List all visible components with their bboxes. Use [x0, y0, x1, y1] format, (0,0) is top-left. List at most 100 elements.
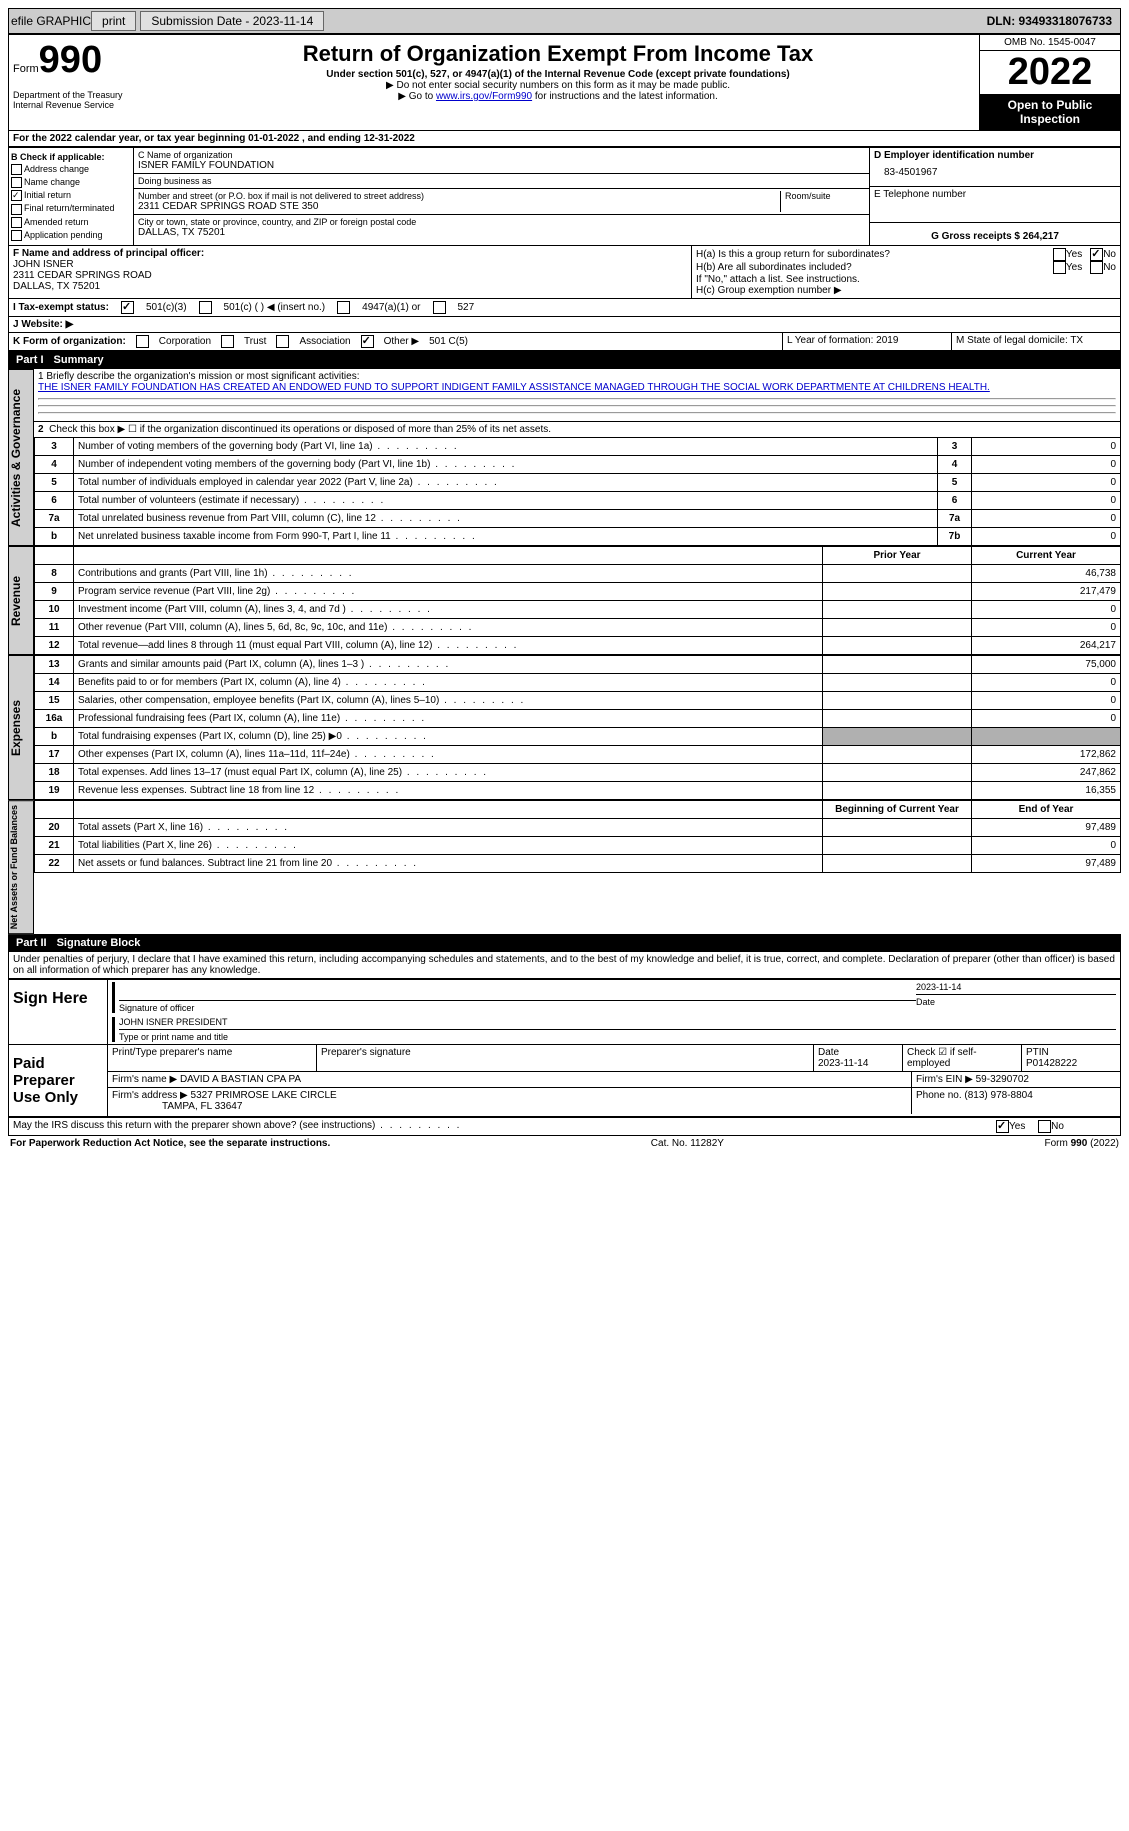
header-title-block: Return of Organization Exempt From Incom…: [137, 35, 979, 130]
sig-name: JOHN ISNER PRESIDENT: [119, 1017, 1116, 1027]
assoc-check[interactable]: [276, 335, 289, 348]
other-check[interactable]: [361, 335, 374, 348]
summary-revenue: Revenue Prior YearCurrent Year 8Contribu…: [8, 546, 1121, 655]
city-label: City or town, state or province, country…: [138, 217, 865, 227]
table-row: 20Total assets (Part X, line 16)97,489: [35, 818, 1121, 836]
end-year-header: End of Year: [972, 800, 1121, 818]
table-row: bNet unrelated business taxable income f…: [35, 527, 1121, 545]
check-amended-label: Amended return: [24, 217, 89, 227]
ha-no: No: [1103, 249, 1116, 260]
side-netassets: Net Assets or Fund Balances: [8, 800, 34, 934]
501c3-label: 501(c)(3): [146, 302, 187, 313]
sig-date-label: Date: [916, 997, 935, 1007]
check-pending-label: Application pending: [24, 230, 103, 240]
hb-yes: Yes: [1066, 262, 1082, 273]
hb-no-check[interactable]: [1090, 261, 1103, 274]
table-row: 14Benefits paid to or for members (Part …: [35, 673, 1121, 691]
hb-yes-check[interactable]: [1053, 261, 1066, 274]
ha-no-check[interactable]: [1090, 248, 1103, 261]
phone-label: Phone no.: [916, 1090, 962, 1101]
4947-check[interactable]: [337, 301, 350, 314]
501c3-check[interactable]: [121, 301, 134, 314]
part2-label: Part II: [16, 937, 47, 949]
form-number: 990: [39, 39, 102, 81]
mission-label: 1 Briefly describe the organization's mi…: [38, 371, 1116, 382]
part1-label: Part I: [16, 354, 44, 366]
section-d: D Employer identification number 83-4501…: [869, 148, 1120, 245]
501c-label: 501(c) ( ) ◀ (insert no.): [224, 302, 326, 313]
footer-left: For Paperwork Reduction Act Notice, see …: [10, 1138, 330, 1149]
mission-text: THE ISNER FAMILY FOUNDATION HAS CREATED …: [38, 382, 1116, 393]
table-row: 7aTotal unrelated business revenue from …: [35, 509, 1121, 527]
ha-label: H(a) Is this a group return for subordin…: [696, 249, 1053, 260]
table-row: bTotal fundraising expenses (Part IX, co…: [35, 727, 1121, 745]
net-table: Beginning of Current YearEnd of Year 20T…: [34, 800, 1121, 873]
form-org-label: K Form of organization:: [13, 336, 126, 347]
ptin-value: P01428222: [1026, 1058, 1077, 1069]
corp-check[interactable]: [136, 335, 149, 348]
declaration-text: Under penalties of perjury, I declare th…: [8, 952, 1121, 979]
trust-check[interactable]: [221, 335, 234, 348]
room-label: Room/suite: [780, 191, 865, 212]
firm-addr1: 5327 PRIMROSE LAKE CIRCLE: [191, 1090, 337, 1101]
section-c: C Name of organization ISNER FAMILY FOUN…: [134, 148, 869, 245]
print-button[interactable]: print: [91, 11, 136, 31]
check-final[interactable]: Final return/terminated: [11, 203, 131, 214]
discuss-yes-check[interactable]: [996, 1120, 1009, 1133]
section-h: H(a) Is this a group return for subordin…: [691, 246, 1120, 298]
addr-row: Number and street (or P.O. box if mail i…: [134, 189, 869, 215]
gross-row: G Gross receipts $ 264,217: [870, 223, 1120, 244]
officer-label: F Name and address of principal officer:: [13, 248, 687, 259]
firm-ein-label: Firm's EIN ▶: [916, 1074, 973, 1085]
discuss-no-check[interactable]: [1038, 1120, 1051, 1133]
part2-header: Part II Signature Block: [8, 934, 1121, 952]
527-check[interactable]: [433, 301, 446, 314]
corp-label: Corporation: [159, 336, 211, 347]
firm-name: DAVID A BASTIAN CPA PA: [180, 1074, 301, 1085]
table-row: 3Number of voting members of the governi…: [35, 437, 1121, 455]
prep-name-label: Print/Type preparer's name: [108, 1045, 317, 1071]
prep-date: 2023-11-14: [818, 1058, 868, 1069]
check-name-label: Name change: [24, 177, 80, 187]
table-row: 15Salaries, other compensation, employee…: [35, 691, 1121, 709]
check-name[interactable]: Name change: [11, 177, 131, 188]
form-note-2: ▶ Go to www.irs.gov/Form990 for instruct…: [141, 91, 975, 102]
discuss-row: May the IRS discuss this return with the…: [8, 1118, 1121, 1136]
paid-preparer-label: Paid Preparer Use Only: [9, 1045, 108, 1116]
city-value: DALLAS, TX 75201: [138, 227, 865, 238]
omb-number: OMB No. 1545-0047: [980, 35, 1120, 51]
check-pending[interactable]: Application pending: [11, 230, 131, 241]
irs-link[interactable]: www.irs.gov/Form990: [436, 91, 532, 102]
line-a-text: For the 2022 calendar year, or tax year …: [9, 131, 419, 146]
form-note-1: ▶ Do not enter social security numbers o…: [141, 80, 975, 91]
form-header: Form990 Department of the Treasury Inter…: [8, 34, 1121, 131]
form-subtitle: Under section 501(c), 527, or 4947(a)(1)…: [141, 69, 975, 80]
hb-no: No: [1103, 262, 1116, 273]
efile-label: efile GRAPHIC: [11, 14, 91, 28]
goto-post: for instructions and the latest informat…: [532, 91, 718, 102]
check-initial[interactable]: Initial return: [11, 190, 131, 201]
sign-here-label: Sign Here: [9, 980, 108, 1044]
phone-value: (813) 978-8804: [964, 1090, 1032, 1101]
top-bar: efile GRAPHIC print Submission Date - 20…: [8, 8, 1121, 34]
check-amended[interactable]: Amended return: [11, 217, 131, 228]
side-revenue: Revenue: [8, 546, 34, 655]
hb-note: If "No," attach a list. See instructions…: [696, 274, 1116, 285]
self-employed-check[interactable]: Check ☑ if self-employed: [903, 1045, 1022, 1071]
summary-netassets: Net Assets or Fund Balances Beginning of…: [8, 800, 1121, 934]
501c-check[interactable]: [199, 301, 212, 314]
discuss-yes: Yes: [1009, 1121, 1025, 1132]
table-row: 4Number of independent voting members of…: [35, 455, 1121, 473]
dept-label: Department of the Treasury Internal Reve…: [13, 90, 133, 110]
ha-yes-check[interactable]: [1053, 248, 1066, 261]
gross-label: G Gross receipts $ 264,217: [931, 231, 1059, 242]
check-address[interactable]: Address change: [11, 164, 131, 175]
check-final-label: Final return/terminated: [24, 203, 115, 213]
officer-addr2: DALLAS, TX 75201: [13, 281, 687, 292]
hb-label: H(b) Are all subordinates included?: [696, 262, 1053, 273]
sign-here-fields: Signature of officer 2023-11-14 Date JOH…: [108, 980, 1120, 1044]
exp-table: 13Grants and similar amounts paid (Part …: [34, 655, 1121, 800]
prep-date-label: Date: [818, 1047, 839, 1058]
footer-right: Form 990 (2022): [1045, 1138, 1120, 1149]
side-expenses: Expenses: [8, 655, 34, 800]
